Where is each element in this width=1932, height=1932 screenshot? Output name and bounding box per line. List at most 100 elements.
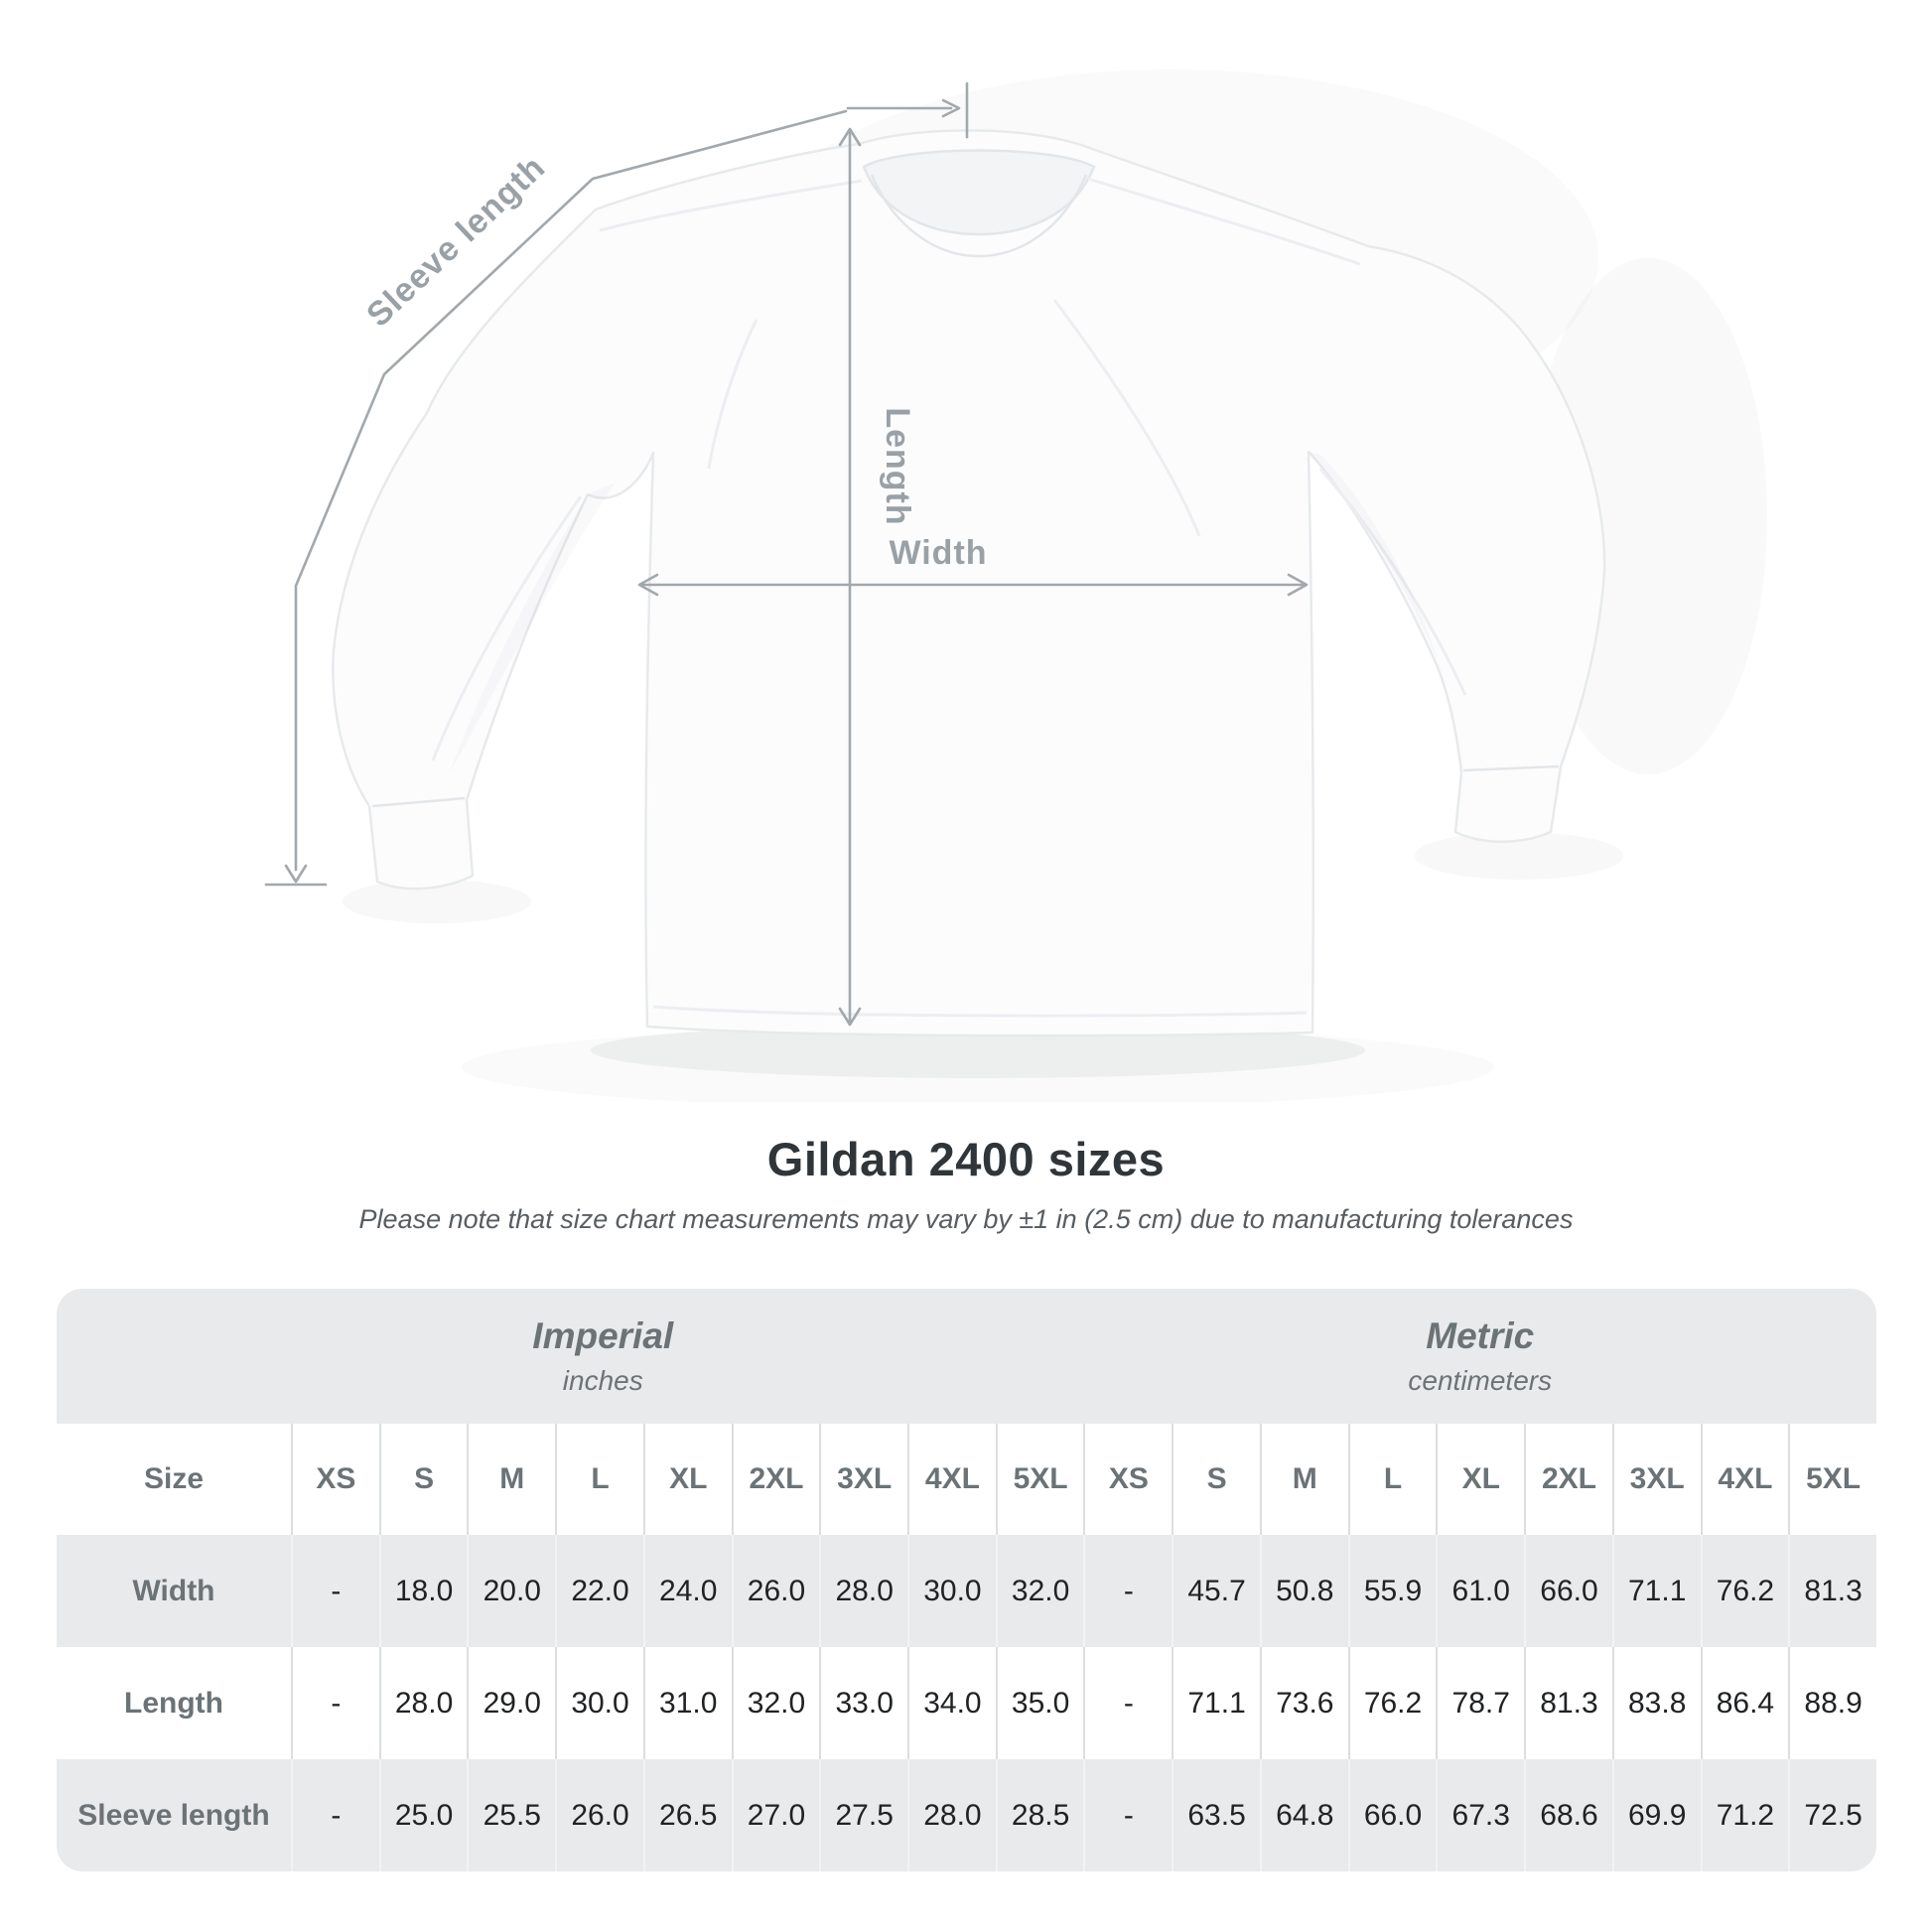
- table-cell: 30.0: [907, 1535, 996, 1647]
- width-arrowhead-left: [637, 573, 659, 597]
- metric-group-header: Metric centimeters: [1084, 1289, 1877, 1424]
- shirt-diagram: Sleeve length Length Width: [264, 81, 1623, 1078]
- table-cell: 81.3: [1788, 1535, 1876, 1647]
- size-col-header: XS: [291, 1424, 379, 1535]
- size-header-row: Size XS S M L XL 2XL 3XL 4XL 5XL XS S M …: [57, 1424, 1876, 1535]
- table-cell: 76.2: [1700, 1535, 1789, 1647]
- metric-label: Metric: [1426, 1315, 1535, 1356]
- table-cell: 30.0: [555, 1647, 643, 1759]
- table-cell: 27.5: [819, 1759, 907, 1871]
- table-cell: 33.0: [819, 1647, 907, 1759]
- table-cell: 32.0: [995, 1535, 1084, 1647]
- width-label: Width: [889, 534, 987, 572]
- table-cell: 81.3: [1524, 1647, 1612, 1759]
- table-row-width: Width - 18.0 20.0 22.0 24.0 26.0 28.0 30…: [57, 1535, 1876, 1647]
- table-cell: 31.0: [642, 1647, 732, 1759]
- table-cell: 68.6: [1524, 1759, 1612, 1871]
- collar-arrowhead: [941, 98, 961, 118]
- imperial-group-header: Imperial inches: [57, 1289, 1084, 1424]
- table-cell: 83.8: [1611, 1647, 1701, 1759]
- hem-shadow: [591, 1023, 1365, 1078]
- size-col-header: 4XL: [907, 1424, 996, 1535]
- table-cell: 28.0: [819, 1535, 907, 1647]
- length-arrowhead-top: [838, 127, 862, 147]
- size-col-header: S: [1172, 1424, 1260, 1535]
- table-cell: 88.9: [1788, 1647, 1876, 1759]
- size-table: Imperial inches Metric centimeters Size …: [57, 1289, 1876, 1871]
- table-cell: 55.9: [1347, 1535, 1437, 1647]
- length-label: Length: [879, 407, 916, 525]
- table-cell: 20.0: [467, 1535, 555, 1647]
- length-arrowhead-bottom: [838, 1007, 862, 1027]
- table-cell: 63.5: [1172, 1759, 1260, 1871]
- table-cell: 86.4: [1700, 1647, 1789, 1759]
- body-fold-right: [1052, 299, 1201, 537]
- table-cell: 76.2: [1347, 1647, 1437, 1759]
- size-col-header: 3XL: [1611, 1424, 1701, 1535]
- table-cell: 50.8: [1259, 1535, 1348, 1647]
- table-cell: 71.1: [1172, 1647, 1260, 1759]
- table-cell: 32.0: [731, 1647, 820, 1759]
- table-cell: 69.9: [1611, 1759, 1701, 1871]
- cuff-shadow: [1415, 832, 1623, 880]
- table-cell: 26.0: [731, 1535, 820, 1647]
- page-subtitle: Please note that size chart measurements…: [358, 1204, 1574, 1234]
- table-cell: 25.5: [467, 1759, 555, 1871]
- size-header: Size: [143, 1462, 205, 1495]
- imperial-label: Imperial: [532, 1315, 674, 1356]
- sleeve-fold-right: [1318, 468, 1467, 696]
- table-cell: 45.7: [1172, 1535, 1260, 1647]
- table-cell: -: [1083, 1647, 1172, 1759]
- row-label: Length: [124, 1686, 223, 1720]
- table-cell: 28.0: [378, 1647, 468, 1759]
- size-col-header: XS: [1083, 1424, 1172, 1535]
- table-row-sleeve-length: Sleeve length - 25.0 25.5 26.0 26.5 27.0…: [57, 1759, 1876, 1871]
- size-col-header: L: [1347, 1424, 1437, 1535]
- size-col-header: L: [555, 1424, 643, 1535]
- table-cell: 35.0: [995, 1647, 1084, 1759]
- cuff-seam-left: [371, 796, 466, 808]
- sleeve-measure-line: [294, 109, 848, 872]
- body-fold-left: [707, 319, 759, 470]
- table-cell: 64.8: [1259, 1759, 1348, 1871]
- imperial-unit: inches: [562, 1365, 643, 1396]
- table-cell: 72.5: [1788, 1759, 1876, 1871]
- table-cell: 28.5: [995, 1759, 1084, 1871]
- table-cell: -: [291, 1535, 379, 1647]
- table-cell: 71.1: [1611, 1535, 1701, 1647]
- shirt-outline: [332, 129, 1606, 1037]
- size-col-header: 5XL: [1788, 1424, 1876, 1535]
- table-row-length: Length - 28.0 29.0 30.0 31.0 32.0 33.0 3…: [57, 1647, 1876, 1759]
- table-cell: -: [1083, 1759, 1172, 1871]
- collar-opening: [862, 149, 1096, 236]
- table-cell: 24.0: [642, 1535, 732, 1647]
- cuff-shadow: [343, 880, 531, 923]
- table-cell: 66.0: [1347, 1759, 1437, 1871]
- page-title: Gildan 2400 sizes: [766, 1133, 1166, 1185]
- sleeve-fold-left: [431, 495, 583, 761]
- table-cell: 67.3: [1436, 1759, 1524, 1871]
- shoulder-seam-right: [1087, 177, 1361, 266]
- size-col-header: XL: [1436, 1424, 1524, 1535]
- table-cell: 26.0: [555, 1759, 643, 1871]
- size-col-header: S: [378, 1424, 468, 1535]
- row-label: Sleeve length: [77, 1798, 270, 1832]
- size-col-header: M: [1259, 1424, 1348, 1535]
- table-cell: -: [291, 1759, 379, 1871]
- table-cell: 61.0: [1436, 1535, 1524, 1647]
- table-cell: -: [1083, 1535, 1172, 1647]
- table-cell: 25.0: [378, 1759, 468, 1871]
- unit-band: Imperial inches Metric centimeters: [57, 1289, 1876, 1424]
- width-arrowhead-right: [1287, 573, 1309, 597]
- table-cell: 26.5: [642, 1759, 732, 1871]
- table-cell: 34.0: [907, 1647, 996, 1759]
- table-cell: 78.7: [1436, 1647, 1524, 1759]
- table-cell: 71.2: [1700, 1759, 1789, 1871]
- table-cell: 28.0: [907, 1759, 996, 1871]
- size-col-header: 2XL: [731, 1424, 820, 1535]
- row-label: Width: [132, 1574, 215, 1607]
- size-col-header: 2XL: [1524, 1424, 1612, 1535]
- collar-rib-seam: [870, 174, 1088, 258]
- table-cell: 29.0: [467, 1647, 555, 1759]
